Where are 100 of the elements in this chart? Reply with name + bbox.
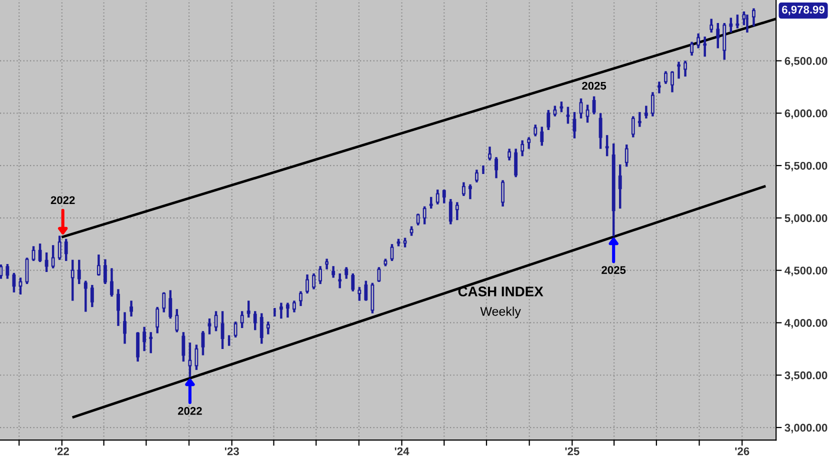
candlestick <box>638 112 642 127</box>
candlestick <box>286 302 290 318</box>
candlestick <box>292 300 296 312</box>
annotation: 2022 <box>50 196 75 204</box>
candlestick <box>710 18 714 33</box>
candlestick <box>182 332 186 362</box>
y-tick-label: 4,000.00 <box>784 319 828 328</box>
candlestick <box>494 157 498 178</box>
candlestick <box>752 8 756 26</box>
y-tick-label: 5,500.00 <box>784 162 828 172</box>
candlestick <box>422 206 426 224</box>
candlestick <box>130 300 134 317</box>
candlestick <box>208 318 212 334</box>
candlestick <box>306 274 309 294</box>
x-tick-label: '23 <box>224 447 239 456</box>
y-tick-label: 6,500.00 <box>784 57 828 67</box>
candlestick <box>736 14 740 28</box>
candlestick <box>318 266 322 284</box>
x-tick-label: '24 <box>394 447 410 456</box>
y-tick-label: 6,000.00 <box>784 109 828 119</box>
y-tick-label: 5,000.00 <box>784 214 828 224</box>
candlestick <box>598 113 602 149</box>
candlestick <box>110 268 114 297</box>
candlestick <box>175 309 179 332</box>
candlestick <box>455 202 459 220</box>
candlestick <box>123 312 126 344</box>
candlestick <box>103 259 107 284</box>
candlestick <box>390 244 394 261</box>
candlestick <box>32 246 36 261</box>
candlestick <box>579 98 583 118</box>
candlestick <box>658 82 661 94</box>
candlestick <box>540 126 544 146</box>
candlestick <box>260 313 264 344</box>
candlestick <box>416 214 420 226</box>
candlestick <box>299 291 302 306</box>
candlestick <box>560 102 564 112</box>
candlestick <box>436 190 440 204</box>
candlestick <box>462 182 466 196</box>
candlestick <box>448 199 452 224</box>
candlestick <box>96 254 100 276</box>
candlestick <box>70 260 74 301</box>
candlestick <box>201 331 205 356</box>
candlestick <box>266 322 270 334</box>
candlestick <box>279 302 283 319</box>
candlestick <box>534 124 538 136</box>
candlestick <box>142 326 146 352</box>
annotation: 2025 <box>582 82 606 90</box>
candlestick <box>64 238 68 261</box>
candlestick <box>677 62 680 79</box>
candlestick <box>162 292 166 312</box>
candlestick <box>332 266 336 278</box>
candlestick <box>246 300 250 318</box>
candlestick <box>77 260 81 284</box>
candlestick <box>468 184 472 200</box>
candlestick <box>684 60 688 77</box>
candlestick <box>156 306 160 334</box>
candlestick <box>690 42 694 56</box>
candlestick <box>6 264 10 279</box>
candlestick <box>168 290 172 319</box>
candlestick <box>351 273 355 292</box>
candlestick <box>90 284 94 308</box>
candlestick <box>650 92 654 116</box>
candlestick <box>508 148 512 160</box>
candlestick <box>631 116 635 138</box>
candlestick <box>51 245 55 268</box>
candlestick <box>253 311 257 330</box>
candlestick <box>605 135 609 156</box>
candlestick <box>624 144 628 167</box>
annotation: 2025 <box>602 266 626 274</box>
candlestick <box>325 258 329 270</box>
candlestick <box>618 164 622 209</box>
candlestick <box>188 342 192 378</box>
candlestick <box>234 322 238 338</box>
candlestick <box>520 140 524 156</box>
candlestick <box>38 244 42 262</box>
candlestick <box>12 272 16 292</box>
candlestick <box>377 267 381 282</box>
candlestick <box>442 190 446 204</box>
annotation: 2022 <box>178 407 202 415</box>
candlestick <box>116 289 120 326</box>
candlestick <box>194 344 198 370</box>
candlestick <box>514 148 518 178</box>
candlestick <box>592 96 596 114</box>
y-tick-label: 3,000.00 <box>784 424 828 434</box>
candlestick <box>44 252 48 272</box>
candlestick <box>696 33 700 48</box>
candlestick <box>566 106 570 124</box>
candlestick <box>586 104 590 123</box>
candlestick <box>501 180 505 206</box>
x-tick-label: '22 <box>55 447 69 456</box>
candlestick <box>84 280 88 312</box>
candlestick <box>644 106 648 118</box>
candlestick <box>429 196 433 209</box>
candlestick <box>546 110 550 130</box>
candlestick <box>364 280 368 301</box>
candlestick <box>220 311 224 349</box>
candlestick <box>338 273 342 288</box>
candlestick <box>358 287 362 301</box>
candlestick <box>488 146 492 160</box>
candlestick <box>664 71 668 84</box>
